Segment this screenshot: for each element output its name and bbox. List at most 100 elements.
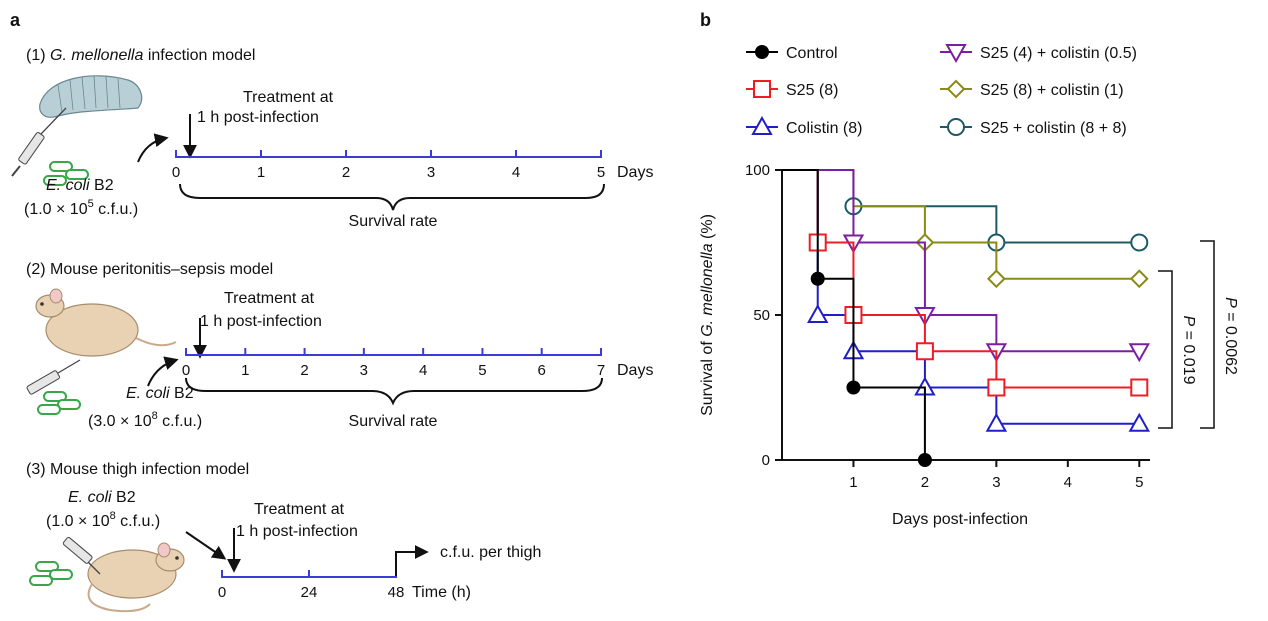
model1-timeline-tick-label: 3 (427, 164, 435, 181)
p-value-inner: P = 0.019 (1180, 316, 1197, 385)
y-tick-label: 50 (753, 307, 770, 324)
x-axis-title: Days post-infection (892, 511, 1028, 528)
series-line (782, 169, 1140, 353)
mouse-eye (175, 556, 179, 560)
series-line (782, 169, 1140, 280)
model1-timeline-tick-label: 0 (172, 164, 180, 181)
model1-timeline: 0 1 2 3 4 5 Days (172, 150, 653, 181)
data-point (985, 412, 1008, 432)
syringe-icon (62, 536, 101, 575)
series-s25-colistin-8-8 (782, 169, 1149, 252)
series-line (782, 169, 1140, 244)
x-tick-label: 2 (921, 474, 929, 491)
model3-timeline-tick-label: 0 (218, 584, 226, 601)
survival-plot: 0 50 100 1 2 3 4 5 Days post-infection Survival o… (699, 162, 1150, 528)
model2-timeline-unit-label: Days (617, 362, 653, 379)
model2-timeline-tick-label: 1 (241, 362, 249, 379)
p-value-annotations: P = 0.019 P = 0.0062 (1158, 240, 1239, 429)
model1-timeline-tick-label: 1 (257, 164, 265, 181)
legend-label: S25 (8) (786, 82, 838, 99)
y-axis-title: Survival of G. mellonella (%) (699, 214, 716, 416)
model1-treatment-line1: Treatment at (243, 89, 334, 106)
model2-treatment-line2: 1 h post-infection (200, 313, 322, 330)
y-tick-label: 100 (745, 162, 770, 179)
p-outer-bracket (1200, 240, 1215, 429)
panel-a: a (1) G. mellonella infection model (10, 10, 653, 613)
data-point (810, 271, 825, 286)
model1-treatment-line2: 1 h post-infection (197, 109, 319, 126)
legend-item: S25 + colistin (8 + 8) (940, 118, 1127, 137)
data-point (1129, 269, 1149, 289)
model1-title: (1) G. mellonella infection model (26, 47, 255, 64)
mouse-tail (87, 583, 151, 613)
model3-timeline-unit-label: Time (h) (412, 584, 471, 601)
syringe-icon (26, 359, 81, 395)
model3-title: (3) Mouse thigh infection model (26, 461, 249, 478)
larva-syringe-icon (11, 75, 143, 186)
panel-b-letter: b (700, 10, 711, 30)
data-point (987, 378, 1006, 397)
series-line (782, 169, 926, 460)
legend-marker (753, 80, 771, 98)
model1-dose: (1.0 × 105 c.f.u.) (24, 198, 138, 218)
model2-inoculum: E. coli B2 (126, 385, 194, 402)
data-point (1128, 412, 1150, 432)
model3-treatment-line2: 1 h post-infection (236, 523, 358, 540)
model3-endpoint: c.f.u. per thigh (440, 544, 541, 561)
p-value-outer: P = 0.0062 (1222, 297, 1239, 375)
legend-item: Colistin (8) (746, 115, 862, 137)
model3-timeline-tick-label: 48 (388, 584, 405, 601)
model2-treatment-line1: Treatment at (224, 290, 315, 307)
legend-label: S25 + colistin (8 + 8) (980, 120, 1127, 137)
model2-dose: (3.0 × 108 c.f.u.) (88, 410, 202, 430)
legend-item: Control (746, 45, 838, 62)
panel-a-letter: a (10, 10, 21, 30)
model2-timeline: 0 1 2 3 4 5 6 7 Days (182, 348, 653, 379)
data-point (917, 453, 932, 467)
series-s25-4-colistin-0-5 (782, 169, 1150, 363)
series-colistin-8 (782, 169, 1150, 432)
legend-marker (947, 118, 965, 136)
model1-survival-bracket (179, 183, 605, 211)
mouse-thigh-icon (29, 536, 185, 613)
x-tick-label: 3 (992, 474, 1000, 491)
model1-timeline-tick-label: 5 (597, 164, 605, 181)
series-s25-8 (782, 169, 1149, 397)
model2-timeline-tick-label: 6 (538, 362, 546, 379)
data-point (1130, 233, 1149, 252)
model1-timeline-unit-label: Days (617, 164, 653, 181)
model1-timeline-tick-label: 2 (342, 164, 350, 181)
legend-marker (945, 44, 967, 64)
inoculation-arrow (185, 531, 227, 560)
legend-label: Colistin (8) (786, 120, 862, 137)
inoculation-arrow (137, 133, 169, 163)
endpoint-arrow (395, 545, 429, 576)
model2-timeline-tick-label: 0 (182, 362, 190, 379)
syringe-icon (11, 107, 67, 177)
panel-b: b Control S25 (8) Colistin (8) S25 (4) + co… (699, 10, 1239, 528)
legend-marker (751, 115, 773, 135)
model2-timeline-tick-label: 7 (597, 362, 605, 379)
y-tick-label: 0 (762, 452, 770, 469)
model2-timeline-tick-label: 3 (360, 362, 368, 379)
model2-title: (2) Mouse peritonitis–sepsis model (26, 261, 273, 278)
series-control (782, 169, 932, 467)
data-point (807, 303, 829, 323)
larva-body (39, 75, 143, 118)
legend-label: S25 (4) + colistin (0.5) (980, 45, 1137, 62)
model3-dose: (1.0 × 108 c.f.u.) (46, 510, 160, 530)
model2-section: (2) Mouse peritonitis–sepsis model Treat… (26, 261, 653, 430)
mouse-tail (135, 337, 177, 347)
model1-inoculum: E. coli B2 (46, 177, 114, 194)
data-point (986, 269, 1006, 289)
model2-timeline-tick-label: 5 (478, 362, 486, 379)
data-point (846, 380, 861, 395)
model3-timeline-tick-label: 24 (301, 584, 318, 601)
inoculation-arrow (147, 356, 179, 387)
legend-label: Control (786, 45, 838, 62)
legend-item: S25 (8) + colistin (1) (940, 79, 1124, 99)
bacteria-icon (29, 561, 73, 586)
model3-section: (3) Mouse thigh infection model E. coli … (26, 461, 541, 613)
legend: Control S25 (8) Colistin (8) S25 (4) + coli… (746, 44, 1137, 137)
